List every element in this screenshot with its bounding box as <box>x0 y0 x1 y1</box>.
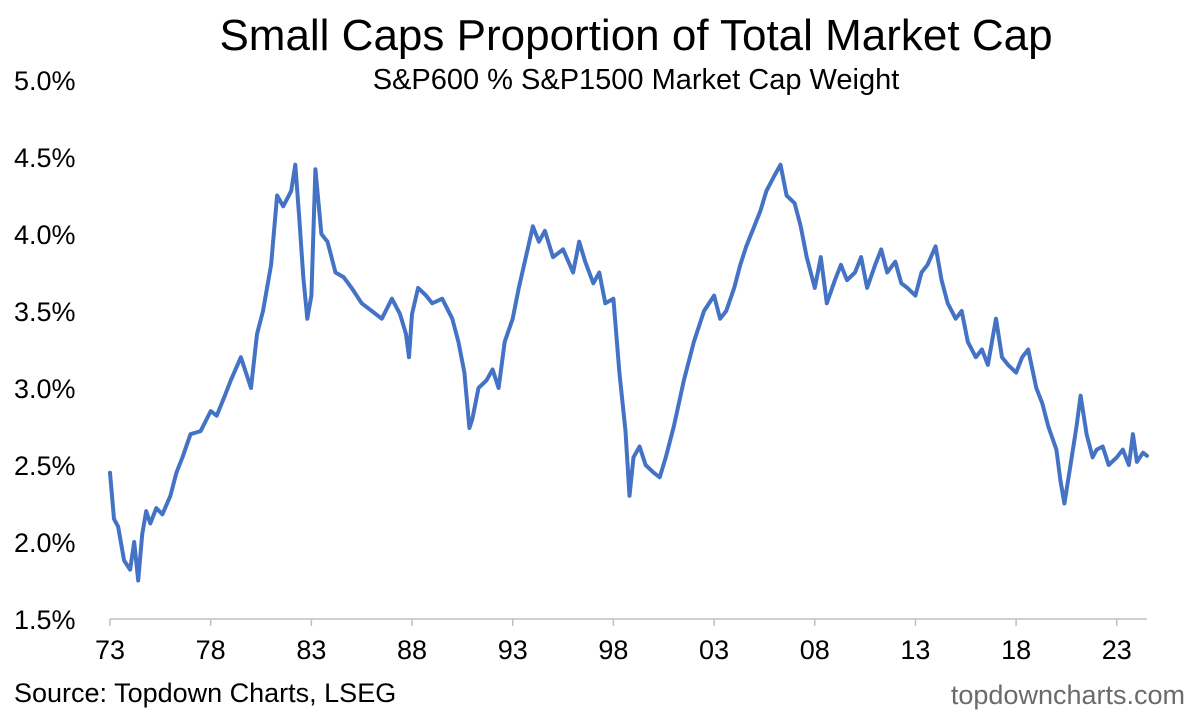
y-tick-label: 3.0% <box>14 374 76 404</box>
chart-subtitle: S&P600 % S&P1500 Market Cap Weight <box>372 64 900 96</box>
x-tick-label: 13 <box>900 635 930 665</box>
y-tick-label: 2.0% <box>14 528 76 558</box>
x-tick-label: 08 <box>800 635 830 665</box>
series-line-small-cap-weight <box>108 162 1149 583</box>
y-tick-label: 3.5% <box>14 297 76 327</box>
x-tick-label: 73 <box>95 635 125 665</box>
y-tick-label: 4.5% <box>14 143 76 173</box>
chart-title: Small Caps Proportion of Total Market Ca… <box>219 11 1053 60</box>
x-axis: 73 78 83 88 93 98 03 08 13 18 23 <box>95 619 1132 665</box>
x-tick-label: 98 <box>598 635 628 665</box>
brand-watermark: topdowncharts.com <box>950 680 1185 710</box>
x-tick-label: 03 <box>699 635 729 665</box>
x-tick-label: 23 <box>1102 635 1132 665</box>
y-axis: 1.5% 2.0% 2.5% 3.0% 3.5% 4.0% 4.5% 5.0% <box>14 66 76 635</box>
x-tick-label: 83 <box>296 635 326 665</box>
y-tick-label: 2.5% <box>14 451 76 481</box>
source-note: Source: Topdown Charts, LSEG <box>14 678 397 708</box>
x-tick-label: 18 <box>1001 635 1031 665</box>
y-tick-label: 4.0% <box>14 220 76 250</box>
y-tick-label: 1.5% <box>14 605 76 635</box>
x-tick-label: 78 <box>196 635 226 665</box>
x-tick-label: 88 <box>397 635 427 665</box>
y-tick-label: 5.0% <box>14 66 76 96</box>
x-tick-label: 93 <box>498 635 528 665</box>
